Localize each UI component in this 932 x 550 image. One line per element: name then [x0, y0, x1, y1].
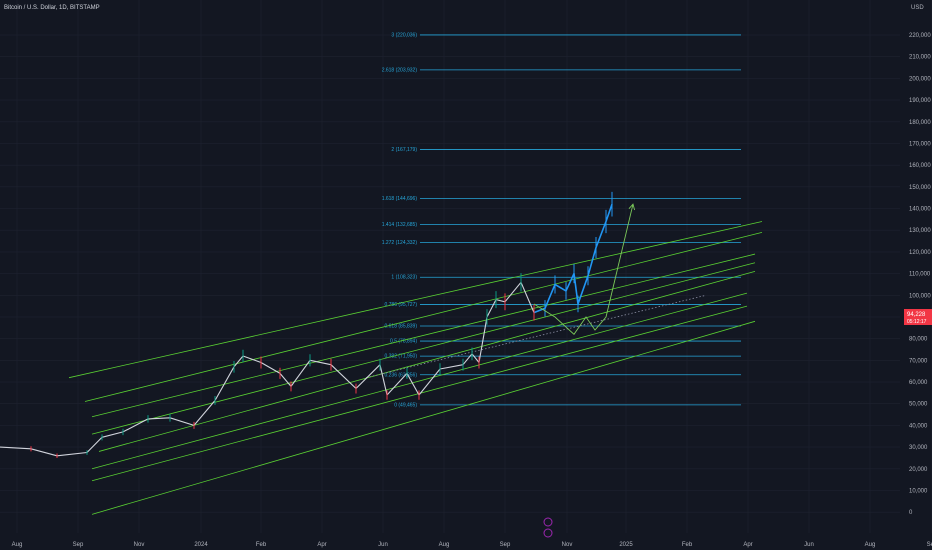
- price-tick-label: 190,000: [909, 98, 931, 104]
- time-tick-label: Aug: [12, 542, 23, 548]
- projection-path[interactable]: [533, 203, 636, 335]
- price-tick-label: 50,000: [909, 402, 928, 408]
- fib-level-label: 3 (220,036): [391, 32, 417, 38]
- fib-level-label: 0.382 (71,950): [384, 354, 417, 360]
- channel-line: [91, 253, 756, 418]
- time-tick-label: Aug: [865, 542, 876, 548]
- time-tick-label: Jun: [378, 542, 388, 548]
- price-tick-label: 30,000: [909, 445, 928, 451]
- price-tick-label: 60,000: [909, 380, 928, 386]
- fib-level-label: 0 (49,465): [394, 402, 417, 408]
- time-tick-label: Sep: [500, 542, 511, 548]
- chart-grid: [0, 0, 932, 533]
- symbol-title: Bitcoin / U.S. Dollar, 1D, BITSTAMP: [4, 5, 100, 11]
- projection-line: [533, 204, 634, 335]
- time-tick-label: 2025: [619, 542, 633, 548]
- price-tick-label: 220,000: [909, 33, 931, 39]
- channel-line: [68, 221, 763, 379]
- time-tick-label: Sep: [73, 542, 84, 548]
- channel-line: [84, 231, 763, 402]
- price-tick-label: 170,000: [909, 141, 931, 147]
- time-tick-label: Feb: [682, 542, 693, 548]
- fib-level-label: 0.618 (85,839): [384, 323, 417, 329]
- time-tick-label: Jun: [804, 542, 814, 548]
- channel-line: [98, 271, 756, 452]
- currency-label: USD: [911, 5, 924, 11]
- time-tick-label: 2024: [194, 542, 208, 548]
- channel-line: [91, 320, 756, 515]
- price-series: [0, 191, 613, 459]
- time-tick-label: Nov: [562, 542, 573, 548]
- channel-median-dotted-line: [365, 294, 707, 379]
- fib-level-label: 0.786 (95,727): [384, 302, 417, 308]
- price-tick-label: 10,000: [909, 488, 928, 494]
- price-tick-label: 210,000: [909, 55, 931, 61]
- price-tick-label: 70,000: [909, 358, 928, 364]
- price-tick-label: 180,000: [909, 120, 931, 126]
- price-tick-label: 160,000: [909, 163, 931, 169]
- channel-line: [91, 292, 748, 470]
- price-tick-label: 20,000: [909, 467, 928, 473]
- channel-line: [91, 262, 756, 435]
- time-tick-label: Apr: [743, 542, 752, 548]
- last-price-badge: 94,228 05:12:17: [904, 309, 932, 325]
- fib-level-label: 1.414 (132,685): [382, 222, 418, 228]
- fib-level-label: 2.618 (203,932): [382, 67, 418, 73]
- bar-countdown: 05:12:17: [907, 319, 927, 325]
- time-tick-label: Apr: [317, 542, 326, 548]
- price-tick-label: 40,000: [909, 423, 928, 429]
- time-tick-label: Sep: [927, 542, 932, 548]
- last-price-badge-bg: [904, 309, 932, 325]
- parallel-channel[interactable]: [68, 221, 763, 515]
- time-tick-label: Feb: [256, 542, 267, 548]
- last-price-value: 94,228: [907, 312, 926, 318]
- price-tick-label: 100,000: [909, 293, 931, 299]
- price-tick-label: 130,000: [909, 228, 931, 234]
- fib-level-label: 1.618 (144,696): [382, 196, 418, 202]
- time-axis[interactable]: Aug Sep Nov 2024 Feb Apr Jun Aug Sep Nov 2025 Feb Ap…: [12, 542, 932, 548]
- time-tick-label: Nov: [134, 542, 145, 548]
- event-markers[interactable]: [543, 517, 553, 538]
- price-tick-label: 110,000: [909, 272, 931, 278]
- price-axis[interactable]: 220,000 210,000 200,000 190,000 180,000 170,0…: [909, 33, 931, 516]
- fib-extension-levels[interactable]: 3 (220,036) 2.618 (203,932) 2 (167,179) 1.6…: [382, 32, 741, 408]
- event-marker-icon: [543, 528, 553, 538]
- fib-level-label: 1.272 (124,332): [382, 240, 418, 246]
- price-tick-label: 200,000: [909, 76, 931, 82]
- price-tick-label: 120,000: [909, 250, 931, 256]
- event-marker-icon: [543, 517, 553, 527]
- price-tick-label: 80,000: [909, 337, 928, 343]
- fib-level-label: 0.5 (78,894): [390, 339, 417, 345]
- fib-level-label: 2 (167,179): [391, 147, 417, 153]
- price-recent-line: [533, 203, 613, 314]
- price-tick-label: 150,000: [909, 185, 931, 191]
- price-tick-label: 140,000: [909, 207, 931, 213]
- projection-arrowhead: [628, 203, 636, 211]
- time-tick-label: Aug: [439, 542, 450, 548]
- fib-level-label: 1 (108,323): [391, 275, 417, 281]
- fib-level-label: 0.236 (63,356): [384, 372, 417, 378]
- price-tick-label: 0: [909, 510, 913, 516]
